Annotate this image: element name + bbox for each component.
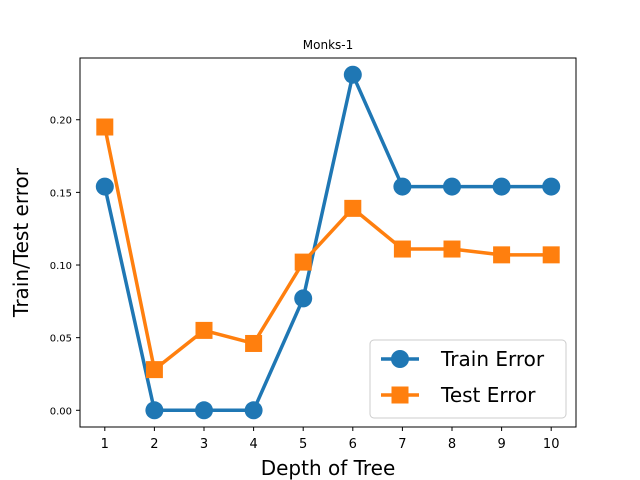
x-tick-label: 10 bbox=[543, 437, 560, 452]
train-error-point bbox=[492, 177, 511, 196]
test-error-point bbox=[145, 361, 163, 379]
x-axis: 1 2 3 4 5 6 7 8 9 10 bbox=[101, 427, 560, 452]
series-layer bbox=[95, 65, 561, 420]
train-error-point bbox=[393, 177, 412, 196]
test-error-point bbox=[245, 334, 263, 352]
test-error-point bbox=[294, 253, 312, 271]
x-tick-label: 5 bbox=[299, 437, 307, 452]
test-error-point bbox=[195, 321, 213, 339]
train-error-point bbox=[195, 401, 213, 420]
y-tick-label: 0.10 bbox=[50, 261, 72, 272]
x-tick-label: 9 bbox=[497, 437, 505, 452]
train-error-point bbox=[95, 177, 114, 196]
train-error-point bbox=[244, 401, 263, 420]
test-error-point bbox=[344, 199, 362, 217]
series-line-test bbox=[103, 126, 552, 372]
train-error-point bbox=[343, 65, 362, 84]
train-error-point bbox=[443, 177, 461, 196]
y-tick-label: 0.15 bbox=[50, 188, 72, 199]
legend: Train Error Test Error bbox=[369, 339, 567, 419]
test-error-point bbox=[493, 246, 511, 264]
x-tick-label: 2 bbox=[150, 437, 158, 452]
legend-test-marker bbox=[391, 386, 409, 404]
legend-test-label: Test Error bbox=[440, 383, 536, 407]
x-tick-label: 4 bbox=[249, 437, 257, 452]
x-tick-label: 3 bbox=[200, 437, 208, 452]
x-axis-label: Depth of Tree bbox=[261, 456, 396, 480]
y-axis-label: Train/Test error bbox=[9, 167, 33, 318]
x-tick-label: 7 bbox=[398, 437, 406, 452]
test-error-point bbox=[96, 118, 114, 136]
x-tick-label: 1 bbox=[101, 437, 109, 452]
test-error-point bbox=[443, 240, 461, 258]
y-tick-label: 0.05 bbox=[50, 334, 72, 345]
x-tick-label: 8 bbox=[448, 437, 456, 452]
y-tick-label: 0.00 bbox=[50, 406, 72, 417]
x-tick-label: 6 bbox=[349, 437, 357, 452]
plot-frame bbox=[79, 57, 577, 428]
train-error-point bbox=[542, 177, 561, 196]
legend-train-label: Train Error bbox=[440, 347, 545, 371]
legend-train-marker bbox=[391, 350, 409, 368]
test-error-point bbox=[393, 240, 411, 258]
train-error-point bbox=[294, 289, 313, 308]
train-error-point bbox=[145, 401, 164, 420]
chart-title: Monks-1 bbox=[303, 38, 353, 52]
y-axis: 0.00 0.05 0.10 0.15 0.20 bbox=[50, 116, 80, 417]
test-error-point bbox=[542, 246, 560, 264]
series-line-train bbox=[103, 72, 552, 413]
y-tick-label: 0.20 bbox=[50, 116, 72, 127]
